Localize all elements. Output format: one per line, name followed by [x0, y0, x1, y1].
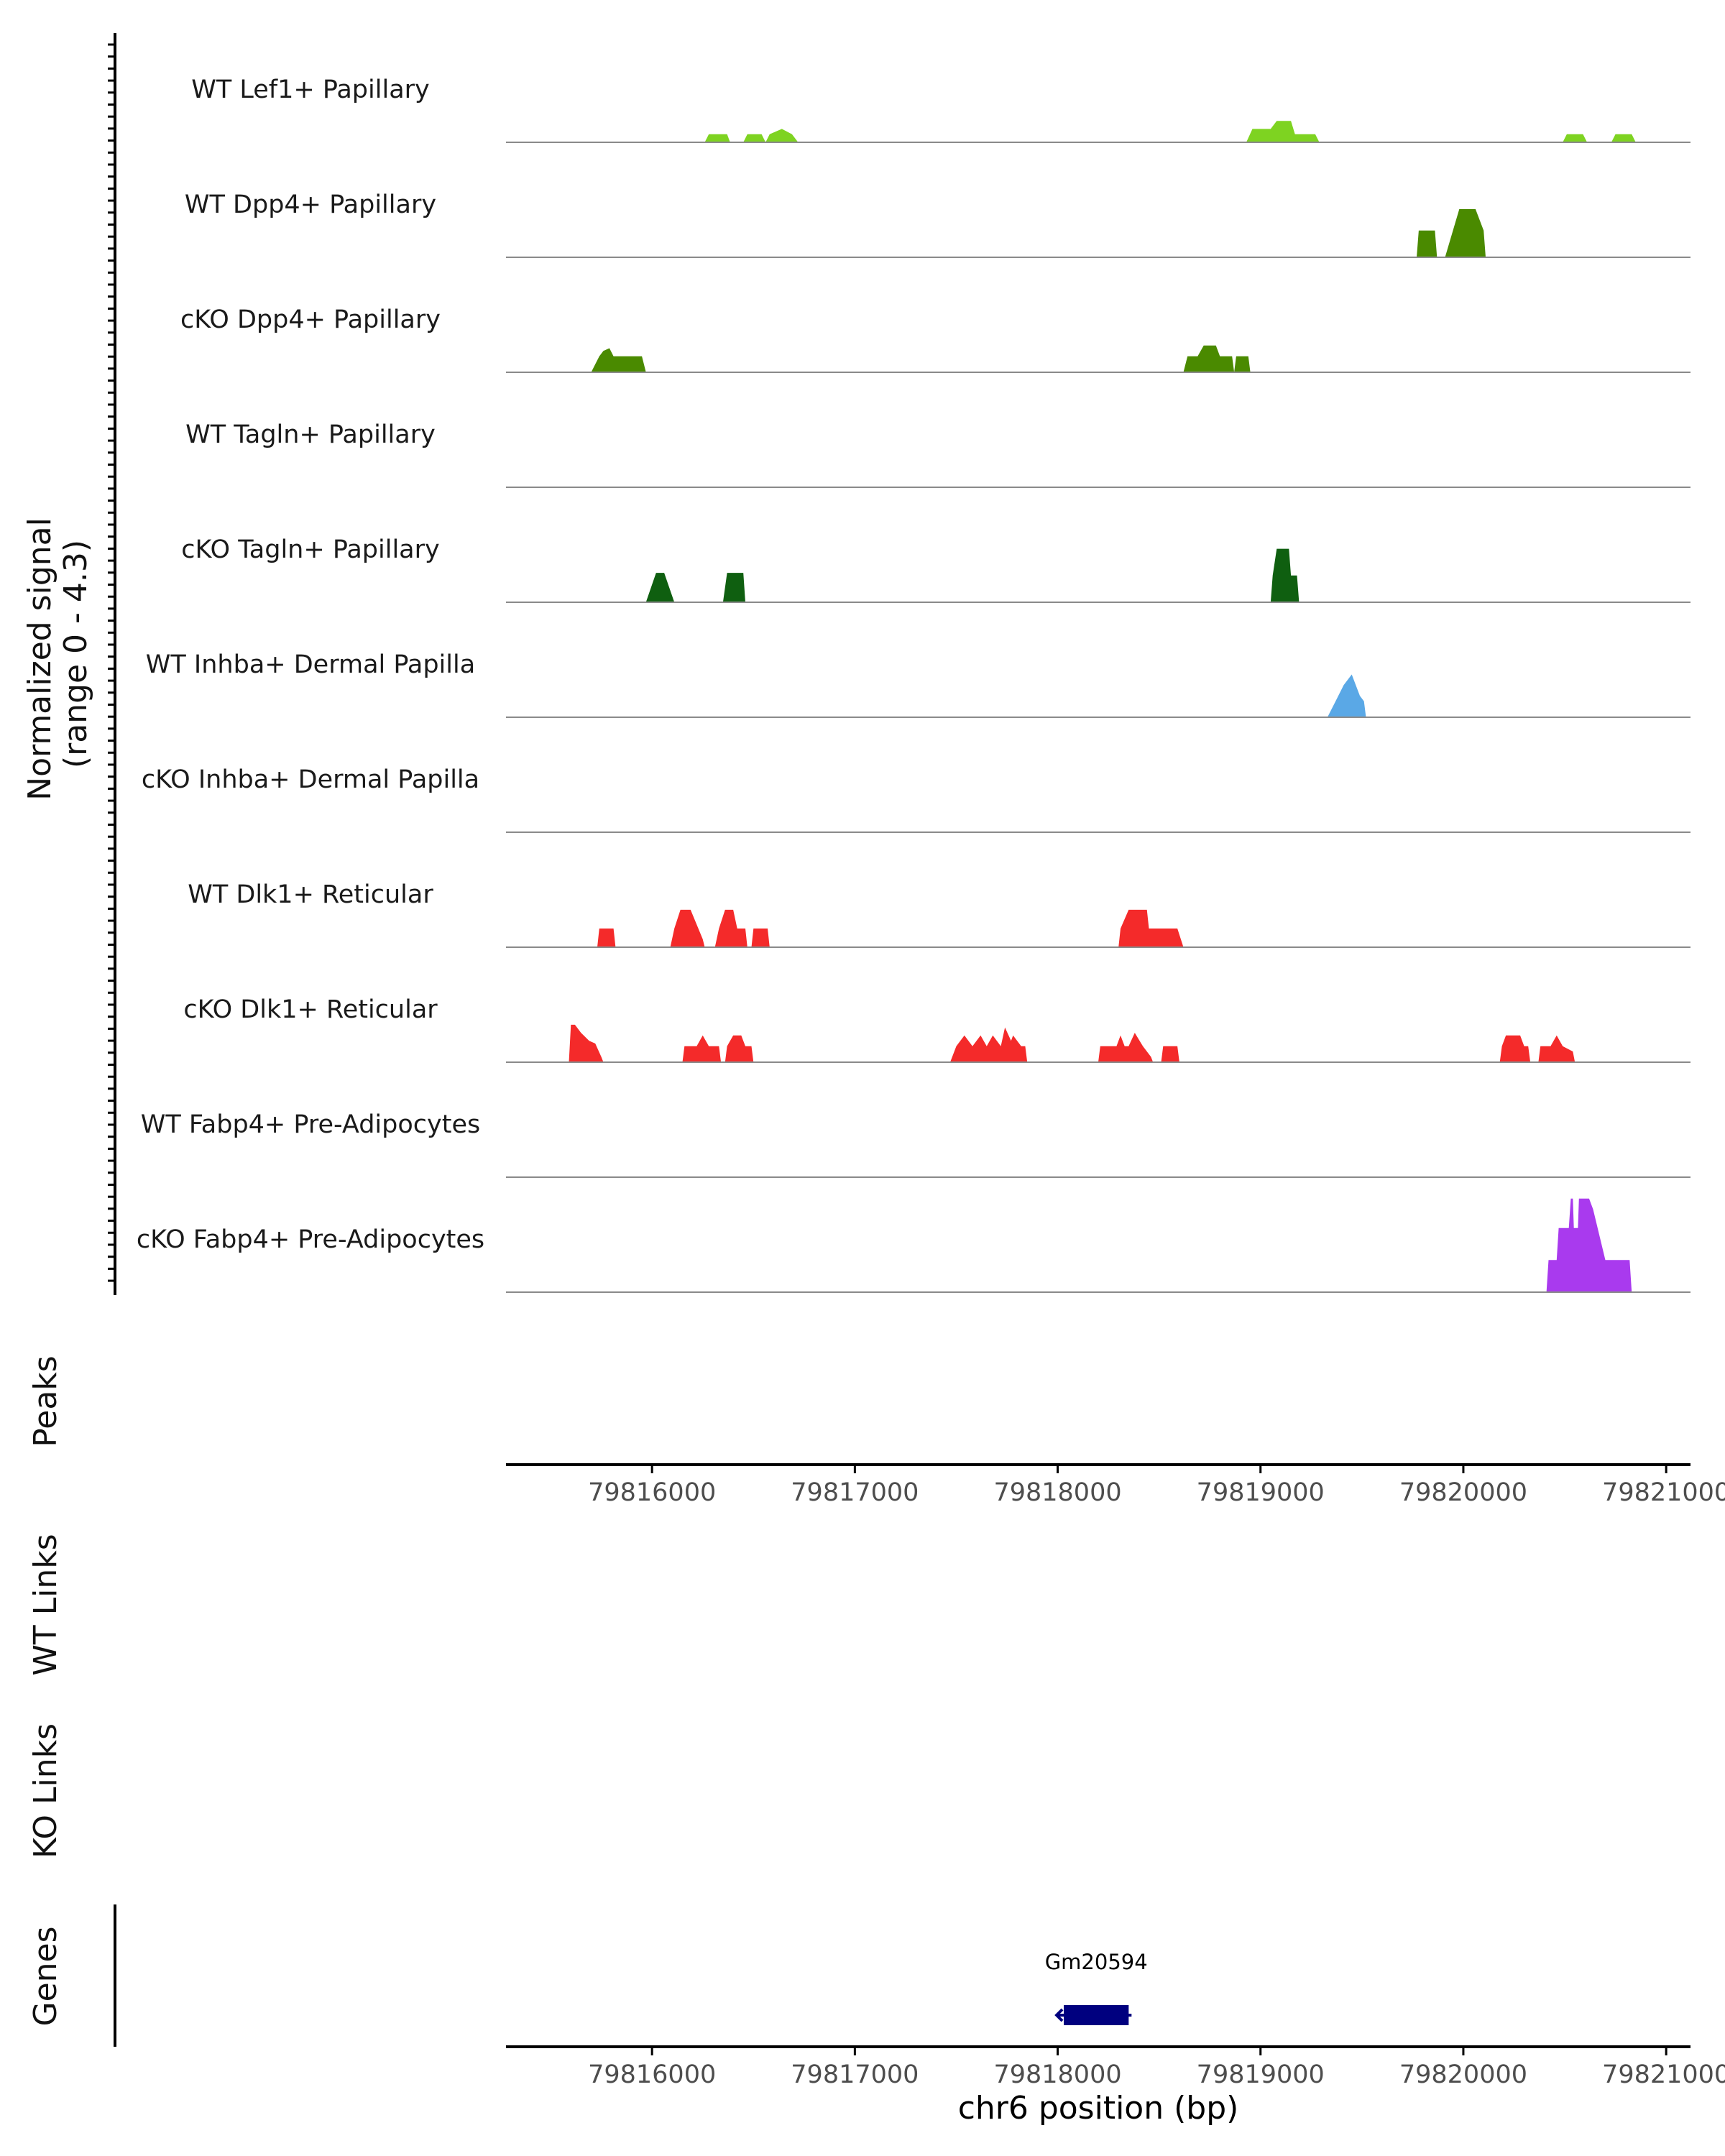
track-label-1: WT Dpp4+ Papillary: [185, 190, 436, 219]
y-axis-title: Normalized signal (range 0 - 4.3): [22, 507, 94, 801]
track-label-4: cKO Tagln+ Papillary: [181, 535, 440, 564]
y-axis-title-line2: (range 0 - 4.3): [58, 540, 94, 768]
gene-name-label: Gm20594: [1045, 1950, 1148, 1974]
genes-x-tick-label-3: 79819000: [1197, 2060, 1325, 2089]
track-7: WT Dlk1+ Reticular: [188, 880, 1690, 948]
signal-y-ticks: [108, 43, 115, 1282]
genes-x-tick-label-2: 79818000: [993, 2060, 1121, 2089]
signal-tracks: WT Lef1+ Papillary WT Dpp4+ Papillary cKO …: [137, 75, 1690, 1293]
genes-x-tick-label-4: 79820000: [1399, 2060, 1527, 2089]
track-signal-2: [591, 345, 1251, 372]
peaks-x-tick-label-4: 79820000: [1399, 1478, 1527, 1507]
track-10: cKO Fabp4+ Pre-Adipocytes: [137, 1198, 1690, 1293]
track-9: WT Fabp4+ Pre-Adipocytes: [141, 1110, 1690, 1178]
peaks-x-tick-label-5: 79821000: [1602, 1478, 1725, 1507]
track-label-9: WT Fabp4+ Pre-Adipocytes: [141, 1110, 480, 1139]
track-3: WT Tagln+ Papillary: [185, 420, 1690, 488]
genes-panel-label: Genes: [27, 1926, 64, 2026]
genes-x-tick-label-5: 79821000: [1602, 2060, 1725, 2089]
track-6: cKO Inhba+ Dermal Papilla: [142, 765, 1690, 833]
gene-model: [1054, 2005, 1132, 2025]
track-label-2: cKO Dpp4+ Papillary: [180, 305, 441, 334]
track-label-6: cKO Inhba+ Dermal Papilla: [142, 765, 479, 794]
track-0: WT Lef1+ Papillary: [191, 75, 1690, 143]
track-signal-4: [645, 548, 1300, 602]
track-2: cKO Dpp4+ Papillary: [180, 305, 1690, 373]
track-1: WT Dpp4+ Papillary: [185, 190, 1690, 258]
track-signal-1: [1417, 209, 1486, 257]
wt-links-panel-label: WT Links: [27, 1534, 64, 1675]
x-axis-title: chr6 position (bp): [958, 2090, 1239, 2127]
track-4: cKO Tagln+ Papillary: [181, 535, 1690, 603]
track-signal-7: [597, 909, 1184, 947]
gene-strand-arrow: [1054, 2008, 1064, 2022]
genes-x-ticks: 79816000 79817000 79818000 79819000 79820000…: [588, 2047, 1725, 2089]
track-signal-8: [569, 1024, 1576, 1062]
peaks-x-tick-label-2: 79818000: [993, 1478, 1121, 1507]
peaks-panel-label: Peaks: [27, 1355, 64, 1447]
track-label-8: cKO Dlk1+ Reticular: [183, 995, 438, 1024]
peaks-x-ticks: 79816000 79817000 79818000 79819000 79820000…: [588, 1465, 1725, 1507]
track-label-3: WT Tagln+ Papillary: [185, 420, 436, 449]
track-label-7: WT Dlk1+ Reticular: [188, 880, 433, 909]
y-axis-title-line1: Normalized signal: [22, 517, 58, 801]
track-5: WT Inhba+ Dermal Papilla: [146, 650, 1690, 718]
track-label-10: cKO Fabp4+ Pre-Adipocytes: [137, 1225, 484, 1254]
ko-links-panel-label: KO Links: [27, 1723, 64, 1858]
peaks-x-tick-label-3: 79819000: [1197, 1478, 1325, 1507]
track-signal-5: [1327, 674, 1366, 717]
track-signal-0: [704, 121, 1636, 142]
track-signal-10: [1546, 1198, 1632, 1292]
peaks-x-tick-label-1: 79817000: [791, 1478, 919, 1507]
track-label-5: WT Inhba+ Dermal Papilla: [146, 650, 475, 679]
track-8: cKO Dlk1+ Reticular: [183, 995, 1690, 1063]
genes-x-tick-label-0: 79816000: [588, 2060, 716, 2089]
genes-x-tick-label-1: 79817000: [791, 2060, 919, 2089]
peaks-x-tick-label-0: 79816000: [588, 1478, 716, 1507]
track-label-0: WT Lef1+ Papillary: [191, 75, 430, 104]
